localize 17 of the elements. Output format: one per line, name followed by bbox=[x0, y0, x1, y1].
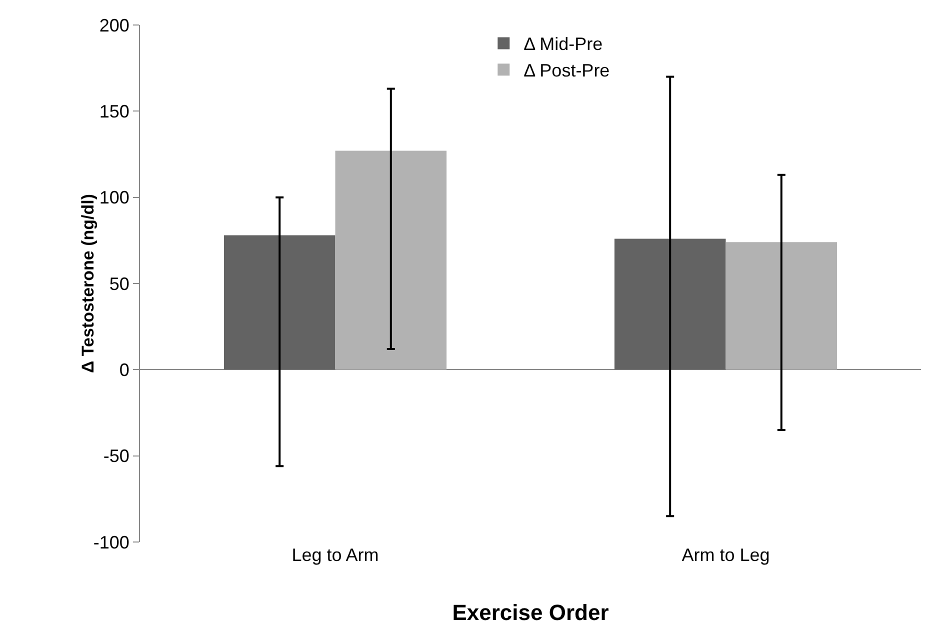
y-tick-label: -50 bbox=[103, 446, 130, 466]
bar bbox=[335, 150, 447, 370]
legend-label: Δ Post-Pre bbox=[524, 60, 610, 81]
y-tick-label: 50 bbox=[109, 274, 130, 294]
y-tick-label: 100 bbox=[99, 188, 130, 208]
x-tick-label: Arm to Leg bbox=[682, 545, 770, 565]
bar bbox=[726, 242, 838, 370]
bar bbox=[224, 235, 336, 370]
y-tick-label: -100 bbox=[93, 532, 130, 552]
y-tick-label: 0 bbox=[119, 360, 130, 380]
y-tick-label: 150 bbox=[99, 101, 130, 122]
legend-label: Δ Mid-Pre bbox=[524, 34, 603, 54]
y-tick-label: 200 bbox=[99, 15, 130, 36]
y-axis-title: Δ Testosterone (ng/dl) bbox=[78, 194, 98, 374]
x-tick-label: Leg to Arm bbox=[292, 545, 379, 565]
bar bbox=[614, 238, 726, 370]
x-axis-title: Exercise Order bbox=[452, 600, 610, 625]
